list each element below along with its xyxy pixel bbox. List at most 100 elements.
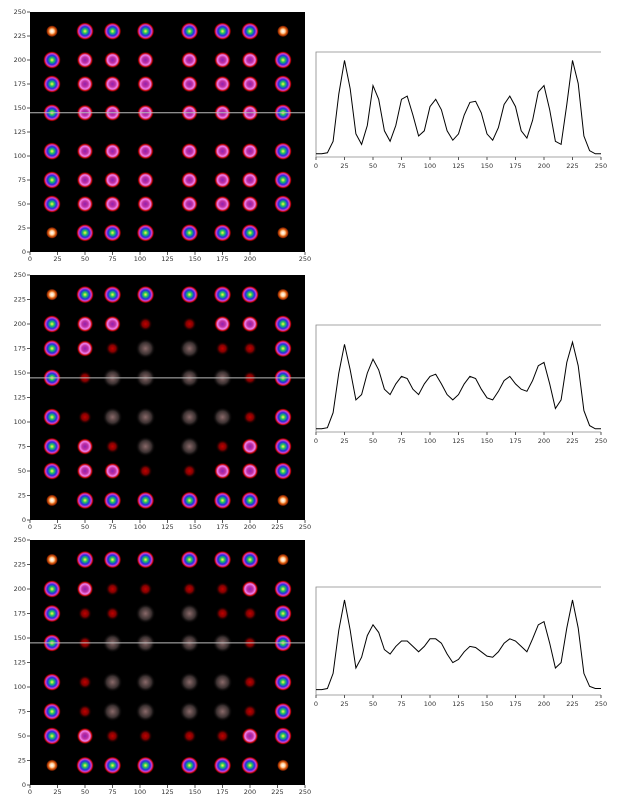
y-tick-label: 125 xyxy=(14,128,26,136)
y-tick-label: 200 xyxy=(14,320,26,328)
spot xyxy=(241,438,259,455)
y-tick-label: 125 xyxy=(14,394,26,402)
y-tick-label: 25 xyxy=(18,224,26,232)
spot xyxy=(274,51,292,69)
x-tick-label: 0 xyxy=(28,788,32,796)
spot xyxy=(103,491,122,510)
spot xyxy=(104,315,121,333)
x-tick-label: 250 xyxy=(595,162,607,170)
spot xyxy=(243,675,257,690)
profile-line xyxy=(316,340,601,430)
x-tick-label: 125 xyxy=(161,788,173,796)
x-tick-label: 175 xyxy=(216,255,228,263)
spot xyxy=(179,672,200,693)
x-tick-label: 0 xyxy=(314,437,318,445)
y-tick-label: 225 xyxy=(14,296,26,304)
y-tick-label: 200 xyxy=(14,585,26,593)
spot xyxy=(243,704,257,719)
spot xyxy=(136,223,155,242)
plot-frame xyxy=(315,51,601,158)
spot xyxy=(43,51,61,69)
profile-line xyxy=(316,599,601,691)
spot xyxy=(182,464,197,478)
spot xyxy=(213,550,232,569)
spot xyxy=(213,22,232,41)
spot xyxy=(241,75,259,93)
x-tick-label: 100 xyxy=(424,437,436,445)
spot xyxy=(43,702,61,721)
spot xyxy=(241,550,259,569)
spot xyxy=(180,550,199,569)
image-background xyxy=(30,12,305,252)
x-tick-label: 50 xyxy=(81,255,89,263)
spot xyxy=(76,75,94,93)
spot xyxy=(214,51,231,69)
x-tick-label: 125 xyxy=(452,162,464,170)
spot xyxy=(138,729,153,743)
image-background xyxy=(30,540,305,785)
x-tick-label: 225 xyxy=(566,700,578,708)
x-tick-label: 150 xyxy=(481,162,493,170)
spot xyxy=(78,606,92,621)
spot xyxy=(212,701,233,722)
x-tick-label: 75 xyxy=(397,700,405,708)
y-tick-label: 175 xyxy=(14,610,26,618)
spot xyxy=(241,171,259,189)
spot xyxy=(214,171,231,189)
spot xyxy=(274,673,292,692)
spot xyxy=(214,75,231,93)
x-tick-label: 200 xyxy=(538,162,550,170)
y-tick-label: 250 xyxy=(14,271,26,279)
spot xyxy=(135,701,156,722)
spot xyxy=(181,171,198,189)
spot xyxy=(104,195,121,213)
spot xyxy=(179,603,200,624)
x-tick-label: 250 xyxy=(299,523,311,531)
spot xyxy=(43,142,61,161)
x-tick-label: 25 xyxy=(53,255,61,263)
x-tick-label: 225 xyxy=(566,437,578,445)
spot xyxy=(43,315,61,333)
spot xyxy=(137,195,154,213)
spot xyxy=(181,142,198,160)
spot xyxy=(137,75,154,93)
spot xyxy=(105,729,120,743)
spot xyxy=(138,317,153,331)
spot xyxy=(241,22,259,41)
y-tick-label: 0 xyxy=(22,516,26,524)
y-tick-label: 200 xyxy=(14,56,26,64)
spot xyxy=(76,491,94,510)
spot xyxy=(105,606,120,621)
spot xyxy=(103,22,122,41)
spot xyxy=(274,462,292,480)
spot xyxy=(274,339,292,358)
spot xyxy=(43,339,61,358)
spot xyxy=(241,223,259,242)
spot xyxy=(179,701,200,722)
spot xyxy=(274,727,292,745)
image-background xyxy=(30,275,305,520)
x-tick-label: 100 xyxy=(424,700,436,708)
spot xyxy=(76,580,94,598)
x-tick-label: 0 xyxy=(28,523,32,531)
spot xyxy=(46,226,58,239)
spot xyxy=(102,701,123,722)
spot xyxy=(241,462,259,480)
spot xyxy=(43,462,61,480)
spot xyxy=(103,285,122,304)
spot xyxy=(43,604,61,623)
spot xyxy=(274,437,292,456)
x-tick-label: 100 xyxy=(424,162,436,170)
y-tick-label: 100 xyxy=(14,683,26,691)
spot xyxy=(46,553,58,566)
spot xyxy=(214,142,231,160)
y-tick-label: 250 xyxy=(14,8,26,16)
spot xyxy=(76,340,94,357)
spot xyxy=(76,51,94,69)
x-tick-label: 0 xyxy=(28,255,32,263)
spot xyxy=(277,25,289,38)
spot xyxy=(241,491,259,510)
spot xyxy=(180,223,199,242)
spot xyxy=(43,408,61,427)
x-tick-label: 125 xyxy=(452,437,464,445)
